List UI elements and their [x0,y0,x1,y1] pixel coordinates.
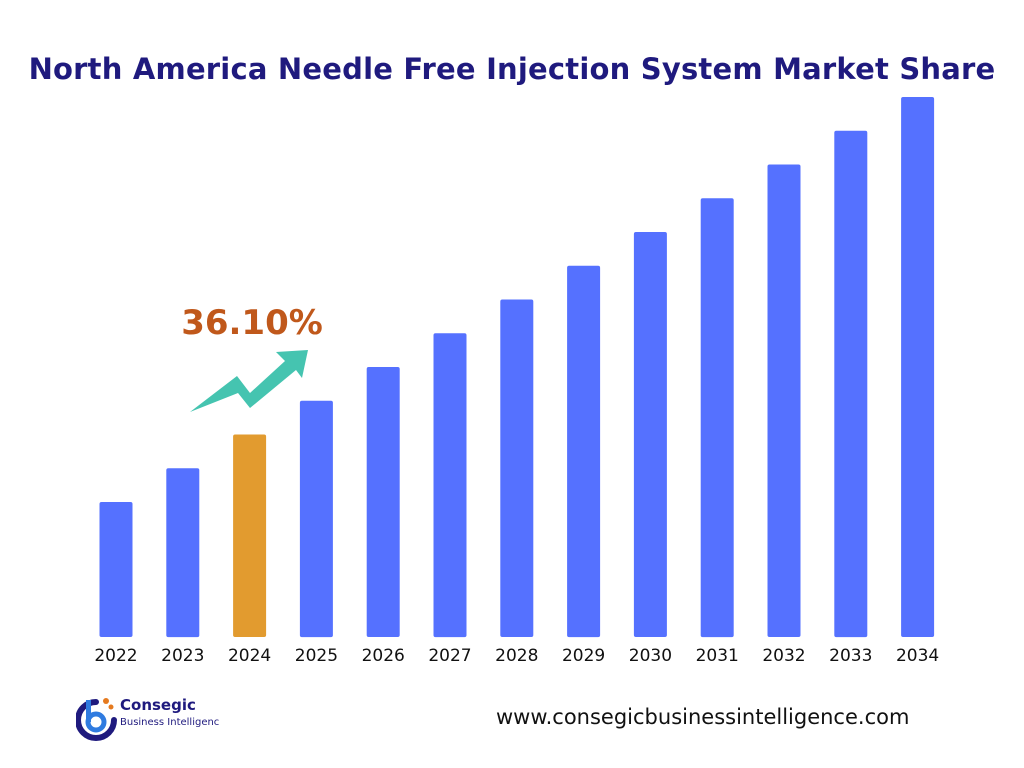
company-logo: Consegic Business Intelligenc [75,692,236,748]
bar-2029 [567,265,601,638]
x-tick-2030: 2030 [629,646,672,666]
x-tick-2028: 2028 [495,646,538,666]
bar-2033 [834,130,868,638]
bar-2024 [233,434,267,637]
x-tick-2026: 2026 [362,646,405,666]
x-tick-labels: 2022 2023 2024 2025 2026 2027 2028 2029 2030 2031… [94,646,939,666]
x-tick-2022: 2022 [94,646,137,666]
bar-2026 [366,367,400,637]
logo-mark-icon [75,698,117,741]
bar-2031 [700,198,734,638]
logo-subtitle: Business Intelligenc [120,717,220,728]
growth-callout: 36.10% [181,303,323,343]
bar-2023 [166,468,200,638]
bar-2022 [99,502,133,637]
chart-title: North America Needle Free Injection Syst… [28,52,996,86]
bar-2027 [433,333,467,638]
x-tick-2034: 2034 [896,646,939,666]
x-tick-2029: 2029 [562,646,605,666]
x-tick-2033: 2033 [829,646,872,666]
x-tick-2024: 2024 [228,646,271,666]
website-url: www.consegicbusinessintelligence.com [496,705,910,729]
bars-group [99,97,935,638]
bar-2034 [901,97,935,637]
bar-2030 [633,232,667,637]
x-tick-2025: 2025 [295,646,338,666]
x-tick-2023: 2023 [161,646,204,666]
bar-2025 [299,400,333,638]
trend-arrow-icon [190,350,308,412]
logo-name: Consegic [120,696,196,714]
bar-2028 [500,299,534,637]
x-tick-2027: 2027 [428,646,471,666]
bar-chart: 2022 2023 2024 2025 2026 2027 2028 2029 2030 2031… [94,97,939,666]
x-tick-2032: 2032 [762,646,805,666]
bar-2032 [767,164,801,637]
x-tick-2031: 2031 [696,646,739,666]
